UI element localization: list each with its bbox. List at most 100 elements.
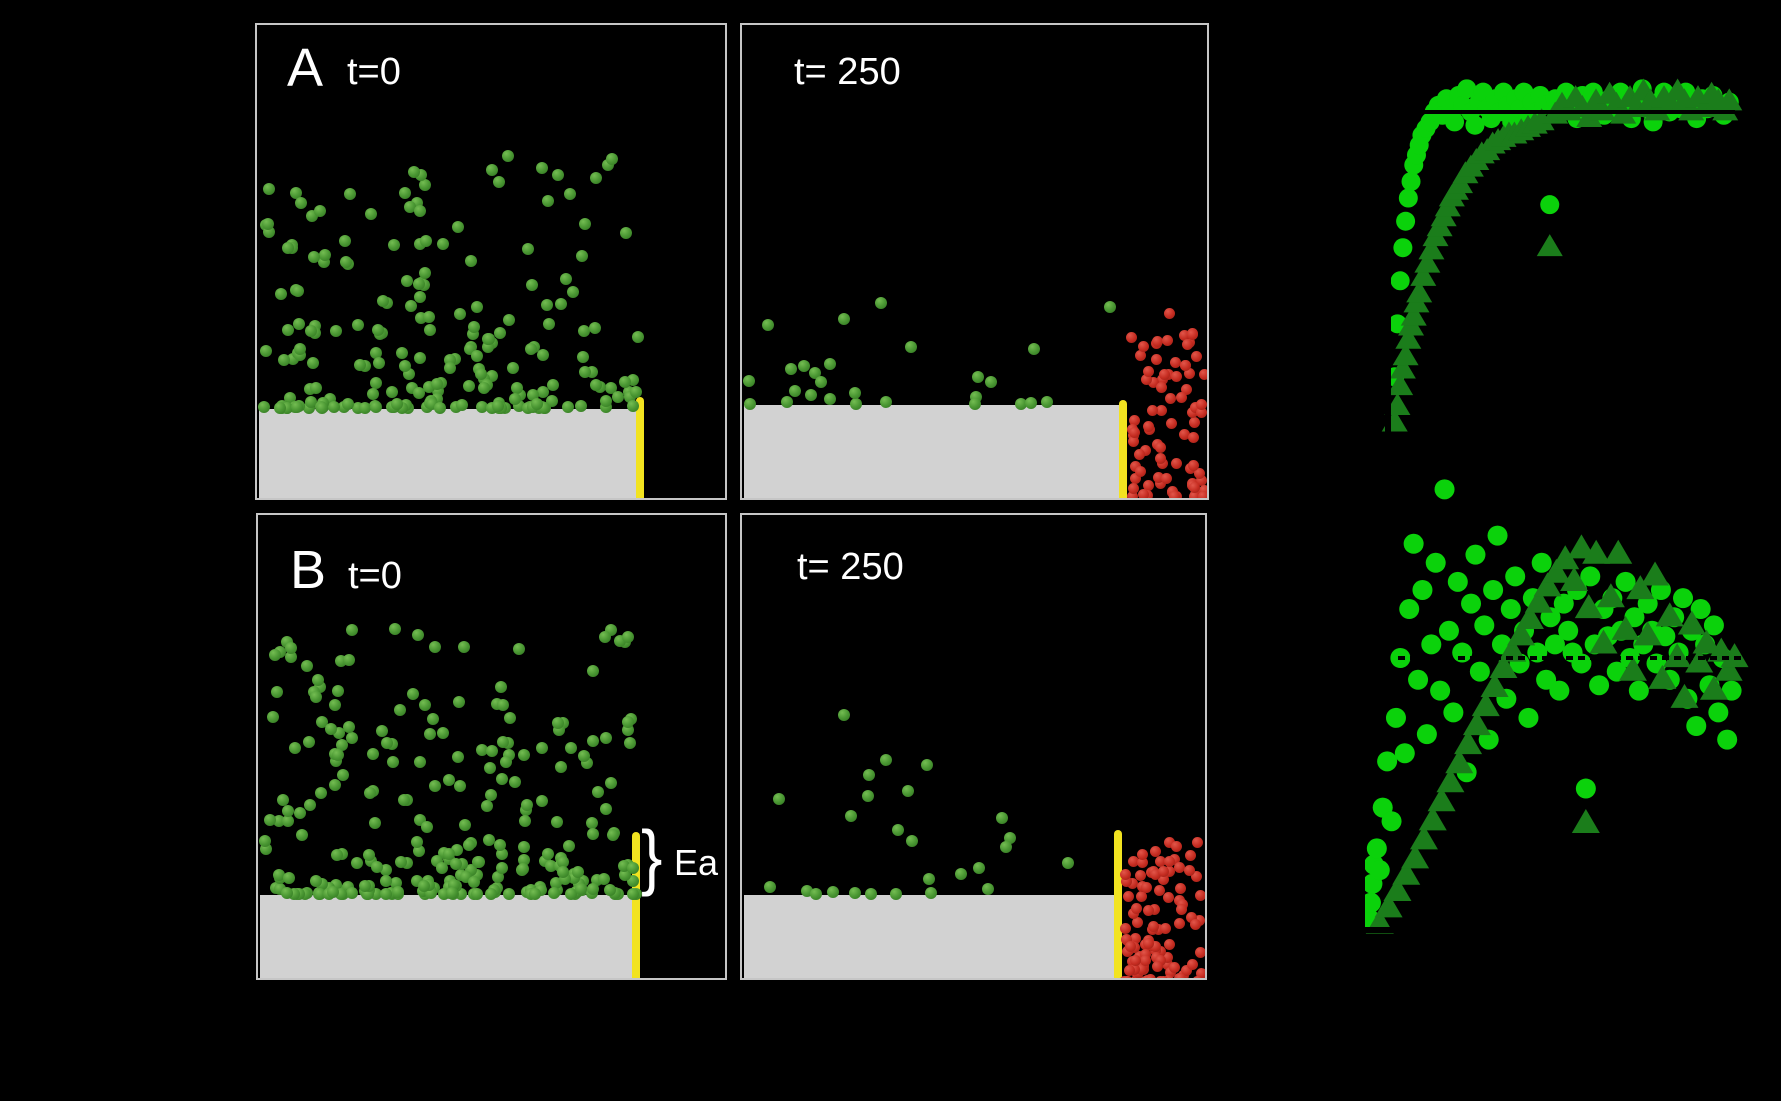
green-particle	[605, 153, 618, 166]
red-particle	[1175, 903, 1187, 915]
green-particle	[350, 856, 363, 869]
green-particle	[407, 687, 420, 700]
green-particle	[521, 242, 534, 255]
red-particle	[1196, 406, 1207, 418]
red-particle	[1164, 938, 1176, 950]
data-point-circle	[1717, 729, 1738, 750]
green-particle	[632, 330, 645, 343]
green-particle	[281, 804, 294, 817]
red-particle	[1186, 329, 1198, 341]
green-particle	[340, 256, 353, 269]
green-particle	[366, 388, 379, 401]
green-particle	[258, 400, 271, 413]
red-particle	[1180, 384, 1192, 396]
green-particle	[437, 238, 450, 251]
green-particle	[372, 323, 385, 336]
data-point-circle	[1403, 533, 1424, 554]
data-point-circle	[1624, 607, 1645, 628]
green-particle	[327, 401, 340, 414]
green-particle	[311, 673, 324, 686]
red-particle	[1195, 889, 1205, 901]
red-particle	[1154, 442, 1166, 454]
green-particle	[535, 161, 548, 174]
substrate-surface	[744, 405, 1119, 498]
green-particle	[273, 401, 286, 414]
red-particle	[1190, 401, 1202, 413]
green-particle	[798, 359, 811, 372]
green-particle	[605, 777, 618, 790]
red-particle	[1157, 874, 1169, 886]
time-label-a-t250: t= 250	[794, 51, 901, 93]
green-particle	[921, 759, 933, 771]
green-particle	[418, 179, 431, 192]
red-particle	[1163, 307, 1175, 319]
data-point-circle	[1465, 544, 1486, 565]
green-particle	[387, 238, 400, 251]
red-particle	[1134, 869, 1146, 881]
green-particle	[294, 196, 307, 209]
data-point-triangle	[1528, 108, 1555, 131]
green-particle	[327, 886, 340, 899]
kinetics-plot-bottom	[1358, 479, 1752, 934]
green-particle	[509, 775, 522, 788]
green-particle	[493, 327, 506, 340]
data-point-triangle	[1644, 98, 1671, 121]
green-particle	[281, 814, 294, 827]
red-particle	[1181, 965, 1193, 977]
red-particle	[1125, 331, 1137, 343]
green-particle	[562, 401, 575, 414]
red-particle	[1137, 488, 1149, 498]
data-point-circle	[1465, 115, 1485, 135]
red-particle	[1132, 916, 1144, 928]
green-particle	[579, 366, 592, 379]
red-particle	[1150, 869, 1162, 881]
green-particle	[428, 779, 441, 792]
green-particle	[845, 810, 858, 823]
green-particle	[599, 395, 612, 408]
red-particle	[1128, 415, 1140, 427]
data-point-triangle	[1551, 545, 1580, 570]
green-particle	[261, 217, 274, 230]
green-particle	[284, 641, 297, 654]
data-point-triangle	[1685, 648, 1714, 673]
green-particle	[304, 395, 317, 408]
data-point-triangle	[1454, 730, 1483, 755]
time-label-b-t0: t=0	[348, 555, 402, 597]
green-particle	[541, 298, 554, 311]
red-particle	[1135, 891, 1147, 903]
green-particle	[1028, 342, 1040, 355]
green-particle	[309, 382, 322, 395]
green-particle	[342, 720, 355, 733]
substrate-surface	[259, 409, 636, 498]
red-particle	[1130, 933, 1142, 945]
green-particle	[282, 872, 295, 885]
green-particle	[995, 812, 1008, 825]
red-particle	[1128, 855, 1140, 867]
green-particle	[281, 324, 294, 337]
green-particle	[386, 385, 399, 398]
green-particle	[624, 737, 637, 750]
green-particle	[495, 681, 508, 694]
data-point-circle	[1461, 593, 1482, 614]
green-particle	[450, 858, 463, 871]
green-particle	[555, 298, 568, 311]
data-point-triangle	[1507, 621, 1536, 646]
data-point-triangle	[1574, 594, 1603, 619]
green-particle	[412, 845, 425, 858]
green-particle	[502, 887, 515, 900]
data-point-triangle	[1410, 263, 1437, 286]
red-particle	[1144, 975, 1156, 978]
red-particle	[1143, 479, 1155, 491]
data-point-circle	[1500, 599, 1521, 620]
green-particle	[291, 284, 304, 297]
red-particle	[1137, 856, 1149, 868]
red-particle	[1135, 963, 1147, 975]
green-particle	[554, 760, 567, 773]
green-particle	[516, 862, 529, 875]
sim-panel-a-t250: t= 250	[740, 23, 1209, 500]
green-particle	[414, 205, 427, 218]
green-particle	[419, 699, 432, 712]
barrier-bar	[1114, 830, 1122, 978]
green-particle	[922, 873, 935, 885]
green-particle	[484, 789, 497, 802]
